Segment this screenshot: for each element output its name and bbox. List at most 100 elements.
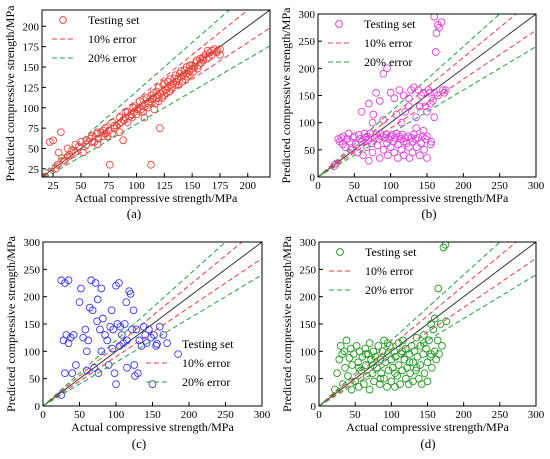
data-point bbox=[426, 140, 435, 149]
data-point bbox=[198, 55, 207, 63]
data-point bbox=[412, 124, 420, 132]
data-point bbox=[359, 151, 367, 160]
data-point bbox=[117, 331, 126, 339]
data-point bbox=[139, 95, 148, 104]
data-point bbox=[375, 380, 384, 388]
data-point bbox=[379, 116, 388, 124]
data-point bbox=[163, 77, 172, 86]
data-point bbox=[99, 132, 108, 141]
panel-label: (c) bbox=[132, 436, 146, 451]
data-point bbox=[420, 145, 428, 154]
data-point bbox=[423, 132, 431, 141]
x-tick-label: 50 bbox=[74, 409, 86, 421]
x-tick-label: 50 bbox=[349, 180, 361, 192]
data-point bbox=[79, 333, 88, 342]
data-point bbox=[383, 64, 391, 73]
data-point bbox=[417, 139, 426, 148]
plot-frame bbox=[41, 9, 271, 178]
legend-label: Testing set bbox=[364, 17, 416, 31]
panel-label: (b) bbox=[421, 206, 436, 221]
data-point bbox=[399, 91, 408, 100]
data-point bbox=[154, 83, 163, 92]
data-point bbox=[123, 336, 131, 345]
data-point bbox=[341, 363, 349, 372]
y-tick-label: 175 bbox=[23, 42, 40, 54]
y-tick-label: 200 bbox=[24, 292, 41, 304]
data-point bbox=[426, 88, 434, 97]
data-point bbox=[139, 107, 148, 116]
data-point bbox=[183, 72, 192, 81]
data-point bbox=[107, 306, 116, 315]
legend-label: 20% error bbox=[88, 51, 136, 65]
y-tick-label: 75 bbox=[28, 123, 40, 135]
data-point bbox=[415, 151, 424, 160]
data-point bbox=[123, 363, 131, 372]
data-point bbox=[399, 336, 407, 345]
y-axis-label: Predicted compressive strength/MPa bbox=[3, 5, 17, 182]
legend-label: 10% error bbox=[88, 32, 136, 46]
legend-marker bbox=[59, 16, 67, 24]
data-point bbox=[51, 165, 60, 173]
data-point bbox=[148, 380, 157, 388]
data-point bbox=[423, 377, 432, 386]
data-point bbox=[435, 350, 443, 358]
data-point bbox=[430, 14, 439, 21]
y-tick-label: 125 bbox=[23, 82, 40, 94]
data-point bbox=[123, 107, 132, 116]
legend-label: 10% error bbox=[182, 356, 230, 370]
panel-1: 25 50 75 100 125 150 175 200 25 50 75 100 125 150 175 2… bbox=[3, 5, 271, 221]
x-tick-label: 100 bbox=[128, 180, 145, 192]
x-tick-label: 0 bbox=[316, 409, 322, 421]
data-point bbox=[405, 358, 414, 367]
data-point bbox=[106, 322, 115, 331]
data-point bbox=[401, 107, 410, 116]
data-point bbox=[435, 23, 444, 32]
data-point bbox=[131, 102, 140, 110]
data-point bbox=[58, 154, 66, 163]
x-tick-label: 50 bbox=[75, 180, 87, 192]
data-point bbox=[379, 69, 388, 78]
data-point bbox=[369, 110, 378, 119]
data-points bbox=[331, 242, 451, 394]
data-point bbox=[75, 298, 84, 306]
data-point bbox=[369, 361, 378, 369]
x-tick-label: 100 bbox=[383, 409, 400, 421]
data-point bbox=[412, 333, 421, 342]
data-point bbox=[150, 331, 158, 339]
ideal-line bbox=[318, 14, 536, 177]
x-axis-label: Actual compressive strength/MPa bbox=[346, 191, 509, 205]
error-20-upper-line bbox=[42, 10, 230, 176]
ideal-line bbox=[43, 242, 262, 406]
x-tick-label: 150 bbox=[184, 180, 201, 192]
data-point bbox=[110, 369, 119, 378]
data-point bbox=[367, 355, 375, 364]
data-point bbox=[372, 88, 380, 97]
data-point bbox=[166, 75, 174, 84]
data-point bbox=[423, 107, 431, 116]
data-point bbox=[193, 64, 202, 73]
x-tick-label: 250 bbox=[217, 409, 234, 421]
data-point bbox=[130, 361, 139, 369]
data-point bbox=[390, 148, 399, 157]
data-point bbox=[69, 331, 78, 339]
data-point bbox=[420, 331, 428, 339]
data-point bbox=[427, 363, 436, 372]
data-point bbox=[420, 339, 428, 347]
data-point bbox=[147, 160, 155, 169]
data-point bbox=[434, 91, 442, 100]
x-tick-label: 200 bbox=[240, 180, 257, 192]
data-point bbox=[101, 331, 109, 339]
data-point bbox=[357, 366, 365, 375]
data-point bbox=[354, 130, 363, 139]
data-point bbox=[421, 102, 430, 111]
data-point bbox=[97, 347, 106, 356]
error-10-upper-line bbox=[319, 242, 518, 406]
legend: Testing set 10% error 20% error bbox=[329, 245, 417, 297]
data-point bbox=[391, 134, 399, 142]
legend-label: Testing set bbox=[182, 337, 234, 351]
data-point bbox=[94, 369, 103, 378]
data-point bbox=[407, 86, 415, 94]
data-point bbox=[395, 86, 404, 94]
legend: Testing set 10% error 20% error bbox=[52, 13, 140, 65]
legend-marker bbox=[335, 20, 343, 28]
